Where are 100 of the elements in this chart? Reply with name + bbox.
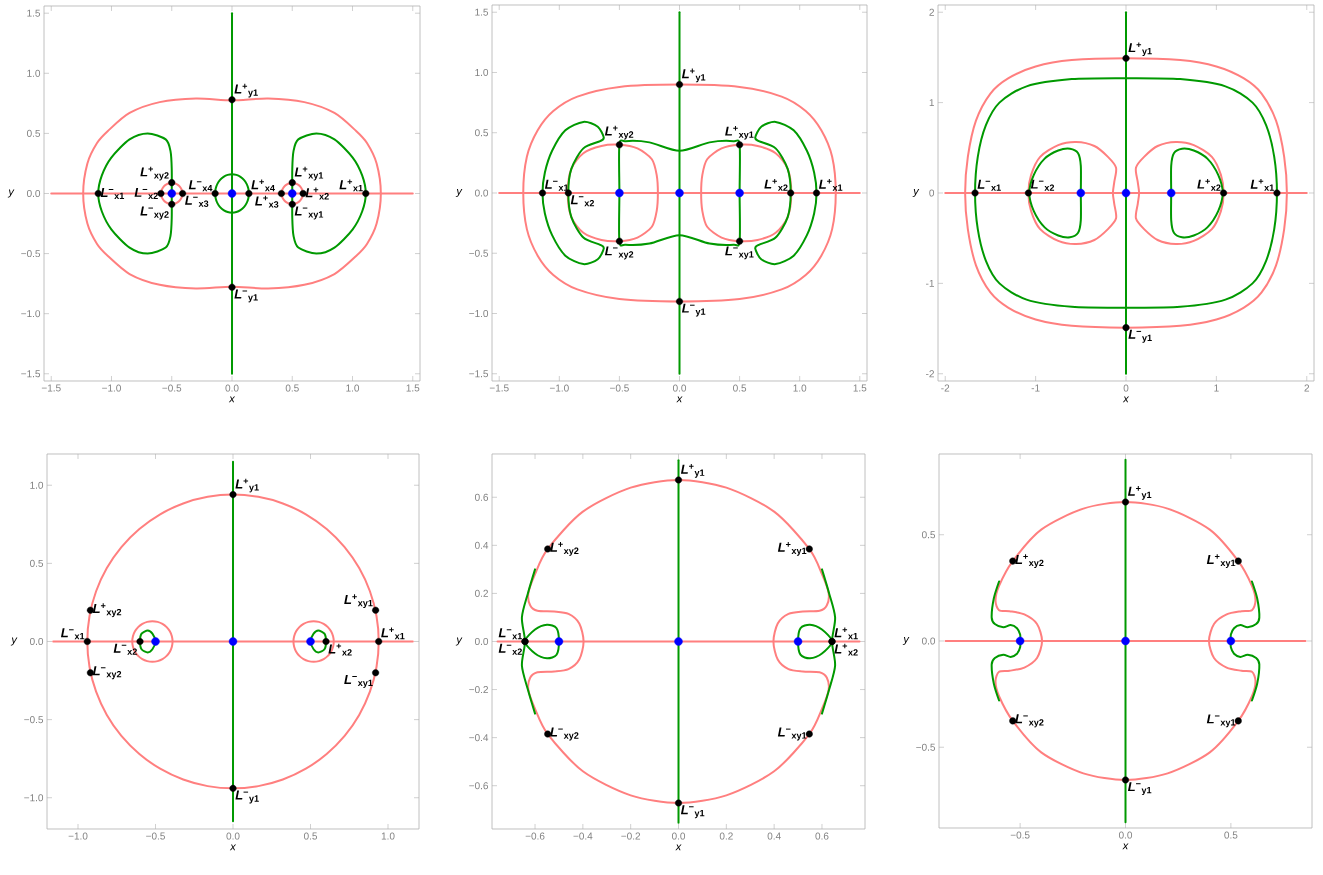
x-tick-label: −1.5	[489, 384, 509, 392]
x-tick-label: 0.5	[733, 384, 747, 392]
annotation: L$^{−}$xy2	[550, 727, 579, 741]
x-tick-label: −1.0	[549, 384, 569, 392]
y-axis-title: y	[7, 189, 15, 198]
annotation: L$^{+}$x2	[764, 178, 788, 191]
point	[971, 189, 979, 197]
point	[277, 189, 285, 197]
annotation: L$^{−}$y1	[1128, 329, 1152, 343]
point	[615, 141, 623, 149]
point	[372, 606, 380, 614]
y-tick-label: 0.0	[474, 189, 489, 197]
point	[676, 81, 684, 89]
x-tick-label: 1.0	[381, 832, 395, 840]
x-tick-label: −1.0	[68, 832, 88, 840]
point	[675, 188, 684, 198]
x-tick-label: 0.5	[285, 384, 299, 392]
point	[1076, 188, 1086, 198]
annotation: L$^{−}$xy2	[140, 206, 169, 220]
point	[1122, 324, 1130, 332]
point	[793, 637, 803, 646]
x-tick-label: 2	[1304, 384, 1310, 392]
point	[322, 637, 330, 645]
y-tick-label: −0.2	[469, 686, 488, 694]
x-tick-label: 0.5	[1224, 831, 1238, 839]
x-tick-label: 0.0	[671, 832, 686, 840]
x-tick-label: 0	[1123, 384, 1129, 392]
annotation: L$^{−}$x2	[570, 195, 595, 207]
y-tick-label: 0.5	[26, 129, 41, 137]
point	[736, 237, 744, 245]
annotation: L$^{+}$y1	[680, 464, 705, 478]
y-tick-label: 0.6	[474, 493, 489, 501]
annotation: L$^{−}$y1	[680, 805, 705, 819]
annotation: L$^{+}$x2	[834, 643, 858, 656]
point	[675, 799, 683, 807]
annotation: L$^{−}$y1	[1127, 782, 1152, 796]
x-axis-title: x	[1122, 396, 1130, 403]
x-tick-label: −0.5	[146, 832, 165, 840]
x-tick-label: −0.5	[610, 384, 629, 392]
point	[735, 188, 744, 198]
annotation: L$^{+}$xy1	[344, 594, 373, 609]
annotation: L$^{+}$xy2	[140, 166, 169, 181]
point	[813, 189, 821, 197]
x-tick-label: 1.0	[346, 384, 360, 392]
y-tick-label: −1.0	[469, 309, 489, 318]
point	[157, 189, 165, 197]
point	[736, 141, 744, 149]
annotation: L$^{−}$xy1	[725, 246, 754, 260]
annotation: L$^{+}$x3	[255, 195, 279, 208]
annotation: L$^{−}$xy2	[604, 246, 634, 260]
annotation: L$^{−}$x2	[113, 643, 137, 655]
point	[83, 637, 91, 645]
point	[1122, 776, 1130, 784]
point	[362, 189, 370, 197]
point	[1234, 717, 1242, 725]
annotation: L$^{+}$xy2	[604, 125, 634, 140]
annotation: L$^{+}$xy2	[1015, 554, 1044, 568]
annotation: L$^{+}$x1	[339, 179, 363, 192]
x-tick-label: 1.0	[793, 384, 807, 392]
y-tick-label: −0.5	[469, 249, 489, 257]
annotation: L$^{−}$xy1	[344, 674, 373, 688]
annotation: L$^{−}$x1	[100, 187, 125, 200]
annotation: L$^{+}$y1	[1127, 486, 1152, 500]
annotation: L$^{−}$xy1	[777, 727, 807, 741]
x-axis-title: x	[676, 396, 683, 403]
annotation: L$^{+}$xy1	[1206, 554, 1236, 568]
point	[1226, 636, 1236, 646]
y-tick-label: −1.0	[24, 794, 44, 802]
y-tick-label: −1.5	[469, 370, 489, 378]
annotation: L$^{+}$xy2	[550, 542, 579, 556]
y-tick-label: 0.0	[26, 189, 41, 198]
x-tick-label: 0.6	[815, 832, 829, 840]
y-tick-label: −1.5	[21, 370, 41, 378]
x-tick-label: -2	[941, 384, 950, 392]
y-tick-label: −0.4	[469, 734, 489, 742]
x-tick-label: −0.2	[621, 832, 641, 840]
point	[615, 237, 623, 245]
y-tick-label: -1	[926, 279, 934, 287]
annotation: L$^{+}$x1	[818, 178, 843, 191]
x-axis-title: x	[229, 844, 237, 851]
x-tick-label: −0.5	[162, 384, 182, 392]
annotation: L$^{−}$x4	[188, 180, 213, 192]
y-tick-label: -2	[926, 370, 934, 378]
point	[229, 491, 237, 499]
y-tick-label: 0.4	[474, 541, 489, 549]
annotation: L$^{−}$x1	[977, 179, 1001, 191]
annotation: L$^{−}$y1	[681, 303, 706, 317]
annotation: L$^{−}$x1	[60, 628, 85, 640]
y-tick-label: 0.5	[921, 531, 936, 539]
point	[1273, 189, 1281, 197]
x-tick-label: −1.0	[102, 384, 121, 392]
y-tick-label: 1.0	[30, 481, 44, 489]
x-tick-label: −0.5	[1010, 831, 1030, 839]
x-tick-label: 1.5	[406, 384, 420, 392]
point	[168, 200, 176, 208]
y-tick-label: 0.0	[29, 637, 44, 646]
point	[1015, 636, 1025, 646]
y-tick-label: −0.6	[469, 782, 489, 790]
point	[554, 637, 564, 646]
x-tick-label: −1.5	[41, 384, 61, 392]
